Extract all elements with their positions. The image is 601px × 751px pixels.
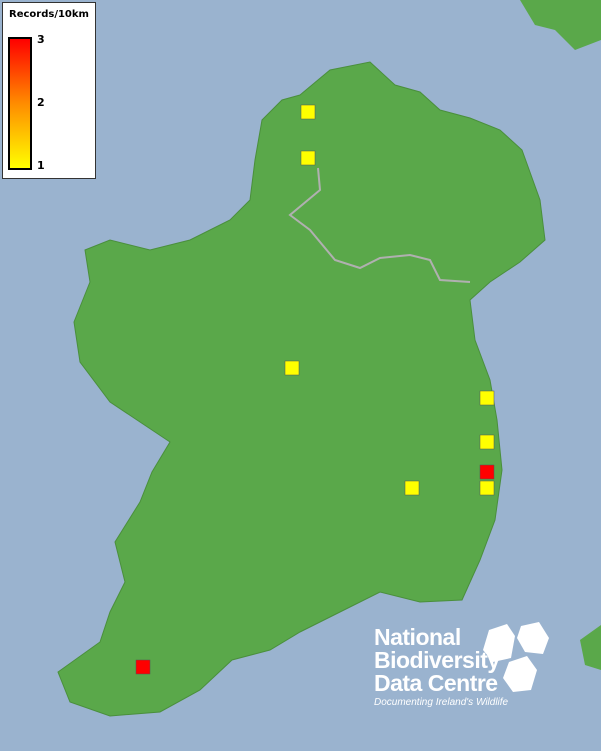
record-square[interactable] (135, 659, 151, 675)
hexagon-emblem-icon (483, 622, 549, 692)
legend-color-bar (8, 37, 32, 170)
record-squares (135, 104, 495, 675)
legend: Records/10km 3 2 1 (2, 2, 96, 179)
legend-mid: 2 (37, 96, 45, 109)
record-square[interactable] (284, 360, 300, 376)
logo-line1: National (374, 624, 461, 650)
scotland-landmass (520, 0, 601, 50)
logo-line2: Biodiversity (374, 647, 500, 673)
record-square[interactable] (300, 104, 316, 120)
record-square[interactable] (479, 434, 495, 450)
legend-title: Records/10km (9, 9, 89, 20)
record-square[interactable] (479, 464, 495, 480)
record-square[interactable] (300, 150, 316, 166)
logo-tagline: Documenting Ireland's Wildlife (374, 697, 509, 708)
ireland-landmass (57, 61, 546, 717)
record-square[interactable] (404, 480, 420, 496)
legend-min: 1 (37, 159, 45, 172)
nbdc-logo: National Biodiversity Data Centre Docume… (374, 622, 549, 708)
record-square[interactable] (479, 390, 495, 406)
border-line (288, 167, 471, 283)
record-square[interactable] (479, 480, 495, 496)
legend-max: 3 (37, 33, 45, 46)
logo-line3: Data Centre (374, 670, 498, 696)
wales-landmass (580, 625, 601, 670)
